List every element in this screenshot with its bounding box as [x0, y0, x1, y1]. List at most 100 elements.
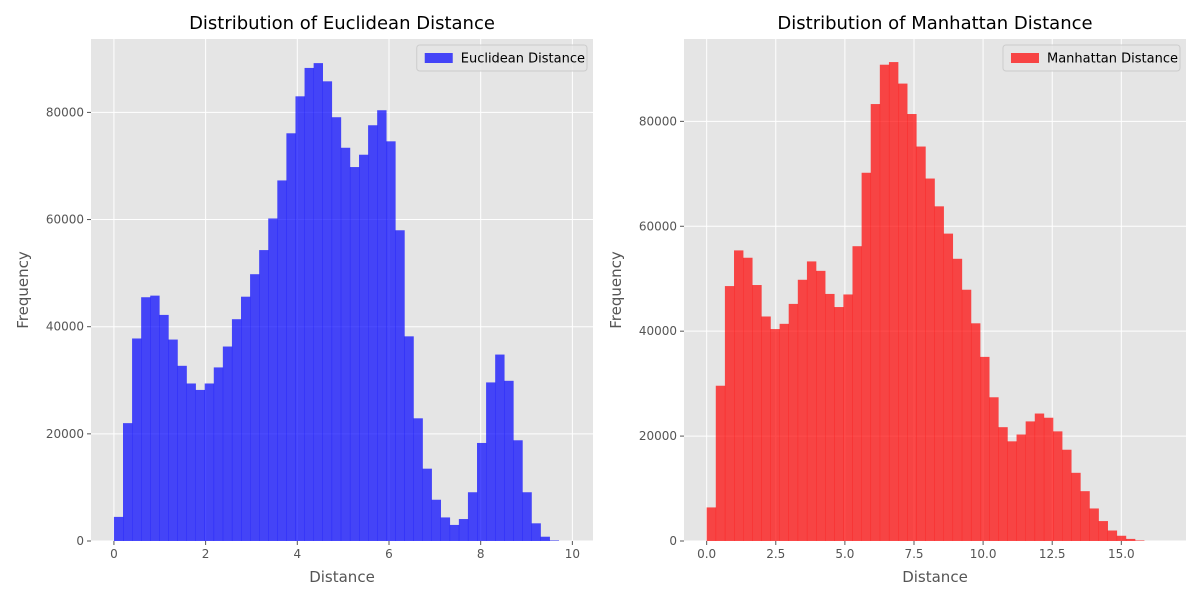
x-tick-label: 2 [202, 547, 210, 561]
histogram-bar [961, 289, 972, 541]
histogram-bar [925, 178, 935, 542]
histogram-bar [467, 492, 478, 541]
histogram-bar [113, 516, 124, 541]
y-axis-label: Frequency [607, 251, 625, 329]
histogram-bar [825, 293, 835, 541]
histogram-bar [486, 382, 496, 541]
x-tick-label: 8 [477, 547, 485, 561]
histogram-bar [213, 367, 224, 541]
histogram-bar [715, 385, 726, 541]
y-tick-label: 60000 [46, 213, 84, 227]
histogram-bar [395, 230, 405, 541]
histogram-bar [304, 67, 314, 541]
histogram-bar [150, 295, 160, 541]
histogram-bar [259, 250, 269, 542]
histogram-bar [1080, 491, 1090, 541]
histogram-bar [513, 440, 523, 541]
histogram-bar [1071, 472, 1081, 541]
x-tick-label: 15.0 [1108, 547, 1135, 561]
histogram-bar [241, 296, 251, 541]
histogram-bar [231, 319, 242, 541]
histogram-bar [531, 523, 541, 541]
legend: Manhattan Distance [1002, 44, 1181, 72]
histogram-bar [907, 114, 917, 541]
histogram-bar [1089, 508, 1099, 541]
y-tick-label: 0 [76, 534, 84, 548]
histogram-bar [1052, 431, 1063, 541]
y-tick-label: 80000 [46, 105, 84, 119]
y-axis-label: Frequency [14, 251, 32, 329]
x-axis-label: Distance [309, 568, 375, 586]
histogram-bar [458, 519, 469, 541]
chart-title: Distribution of Euclidean Distance [189, 13, 495, 34]
x-tick-label: 7.5 [904, 547, 923, 561]
legend-swatch [1010, 53, 1039, 63]
legend-swatch [424, 53, 453, 63]
histogram-bar [340, 147, 351, 541]
histogram-bar [195, 389, 205, 541]
histogram-bar [788, 303, 799, 541]
histogram-bar [422, 468, 432, 541]
histogram-bar [368, 125, 378, 541]
y-tick-label: 0 [669, 534, 677, 548]
histogram-bar [377, 110, 387, 541]
histogram-bar [816, 270, 826, 541]
x-tick-label: 6 [385, 547, 393, 561]
histogram-bar [177, 365, 187, 541]
legend-frame [1002, 44, 1181, 72]
histogram-bar [186, 383, 196, 541]
histogram-bar [440, 517, 451, 541]
histogram-bar [277, 180, 287, 541]
histogram-bar [743, 257, 753, 541]
legend-frame [416, 44, 588, 72]
histogram-bar [1125, 538, 1136, 541]
histogram-bar [770, 329, 780, 541]
histogram-bar [122, 423, 133, 541]
x-tick-label: 0 [110, 547, 118, 561]
histogram-bar [943, 233, 954, 542]
histogram-bar [359, 154, 369, 541]
histogram-bar [998, 427, 1008, 541]
legend-label: Euclidean Distance [461, 52, 585, 67]
histogram-bar [916, 146, 926, 541]
histogram-bar [724, 286, 735, 541]
histogram-bar [204, 383, 215, 541]
histogram-bar [1016, 434, 1026, 541]
histogram-bar [295, 96, 305, 542]
histogram-bar [834, 307, 844, 541]
x-tick-label: 4 [293, 547, 301, 561]
histogram-bar [861, 172, 872, 541]
histogram-bar [970, 323, 981, 541]
histogram-bar [540, 536, 550, 541]
histogram-bar [549, 540, 560, 541]
histogram-bar [1025, 421, 1036, 541]
histogram-bar [1007, 441, 1017, 541]
histogram-bar [870, 104, 881, 542]
histogram-bar [898, 83, 908, 541]
x-tick-label: 5.0 [835, 547, 854, 561]
y-tick-label: 40000 [639, 324, 677, 338]
histogram-bar [413, 418, 423, 541]
histogram-bar [734, 250, 744, 541]
histogram-bar [331, 117, 342, 541]
histogram-bar [522, 492, 532, 541]
legend: Euclidean Distance [416, 44, 588, 72]
x-tick-label: 10 [565, 547, 580, 561]
histogram-bar [268, 218, 278, 541]
histogram-bar [779, 323, 789, 541]
histogram-bar [952, 258, 963, 541]
histogram-bar [431, 499, 442, 541]
histogram-bar [449, 524, 460, 541]
histogram-bar [313, 63, 323, 541]
histogram-bar [286, 133, 296, 541]
histogram-bar [888, 62, 899, 542]
chart-title: Distribution of Manhattan Distance [777, 13, 1092, 34]
histogram-bar [1116, 535, 1127, 541]
x-tick-label: 0.0 [697, 547, 716, 561]
histogram-bar [1043, 417, 1054, 541]
y-tick-label: 20000 [46, 427, 84, 441]
histogram-bar [879, 64, 890, 541]
legend-label: Manhattan Distance [1047, 52, 1178, 67]
histogram-bar [1062, 449, 1072, 541]
histogram-bar [1107, 530, 1118, 541]
